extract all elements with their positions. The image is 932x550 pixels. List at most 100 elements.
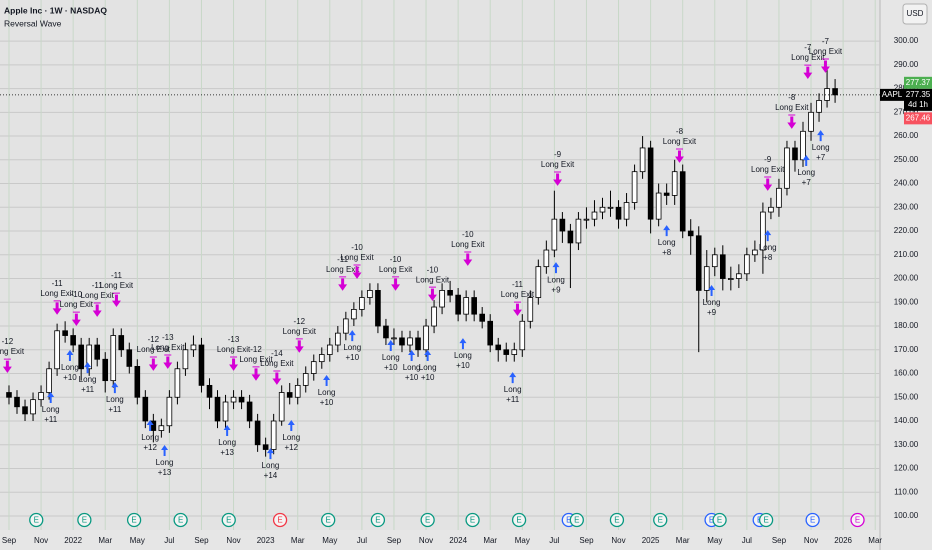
long-arrow [817,130,825,142]
candle-body [776,187,782,208]
long-arrow [509,372,517,384]
x-tick-label: May [322,536,337,545]
price-box [904,76,932,89]
x-tick-label: 2022 [64,536,82,545]
candle-body [728,278,734,280]
x-tick-label: Mar [676,536,690,545]
x-tick-label: 2023 [257,536,275,545]
candle-body [78,344,84,370]
candle-body [679,171,686,232]
long-exit-count: -10 [427,265,439,274]
candle-body [94,344,101,360]
long-exit-count: -11 [512,280,524,289]
currency-label[interactable]: USD [907,9,924,18]
candle-body [479,313,485,322]
y-tick-label: 190.00 [894,297,919,306]
long-exit-label: Long Exit [260,359,294,368]
candle-body [647,147,654,220]
earnings-marker [77,512,92,528]
candle-body [551,218,558,251]
earnings-label: E [709,516,714,525]
candle-body [174,368,181,398]
long-exit-count: -8 [788,93,796,102]
candle-body [230,396,237,403]
candle-body [318,354,325,363]
long-exit-label: Long Exit [60,300,94,309]
candle-body [519,320,526,351]
earnings-label: E [34,516,39,525]
price-box [904,88,932,111]
candle-body [14,396,20,408]
candle-body [391,337,397,340]
candle-body [639,147,646,173]
candle-body [302,373,309,386]
candle-body [631,171,638,203]
earnings-label: E [178,516,183,525]
long-count: +11 [108,405,122,414]
long-exit-label: Long Exit [217,345,251,354]
long-exit-count: -7 [804,43,812,52]
long-exit-arrow [803,64,813,79]
candle-body [816,100,822,113]
candle-body [70,335,76,346]
long-exit-count: -8 [676,127,684,136]
candle-body [351,309,357,320]
long-arrow [663,225,671,237]
y-tick-label: 170.00 [894,345,919,354]
earnings-label: E [82,516,87,525]
x-tick-label: Jul [549,536,559,545]
y-tick-label: 180.00 [894,321,919,330]
price-label: 267.46 [906,113,931,122]
earnings-label: E [326,516,331,525]
candle-body [808,111,814,132]
currency-button[interactable] [902,3,928,25]
long-count: +11 [81,385,95,394]
candle-body [343,318,349,334]
price-label: 277.37 [906,78,931,87]
x-tick-label: Sep [772,536,787,545]
earnings-label: E [470,516,475,525]
x-tick-label: Nov [804,536,818,545]
long-exit-count: -11 [52,279,64,288]
candle-body [262,444,269,450]
long-exit-arrow [294,338,304,353]
candle-body [246,401,253,422]
long-exit-arrow [763,176,773,191]
candle-body [254,420,261,446]
symbol-box [880,88,904,101]
candle-body [214,396,221,422]
x-tick-label: 2024 [449,536,467,545]
earnings-marker [569,512,584,528]
long-label: Long [382,353,400,362]
long-label: Long [504,385,522,394]
long-arrow [287,420,295,432]
x-tick-label: Nov [226,536,240,545]
long-arrow [161,444,169,456]
y-tick-label: 250.00 [894,155,919,164]
long-exit-count: -10 [462,230,474,239]
long-exit-count: -12 [250,345,262,354]
candle-body [198,344,205,386]
long-exit-arrow [428,286,437,302]
long-exit-arrow [463,251,473,266]
long-exit-label: Long Exit [239,355,273,364]
candle-body [607,206,614,209]
long-exit-count: -13 [162,333,174,342]
long-arrow [459,338,467,350]
long-exit-count: -10 [390,255,402,264]
earnings-marker [321,512,336,528]
candle-body [744,254,750,275]
candle-body [591,211,598,220]
long-label: Long [282,433,300,442]
long-count: +13 [158,468,172,477]
candle-body [615,206,622,220]
earnings-label: E [658,516,663,525]
candle-body [760,211,766,251]
y-tick-label: 120.00 [894,464,919,473]
candle-body [415,337,421,351]
long-exit-count: -12 [148,335,160,344]
long-arrow [146,420,154,432]
long-exit-arrow [675,148,684,163]
long-exit-arrow [111,292,121,307]
candle-body [671,171,678,196]
